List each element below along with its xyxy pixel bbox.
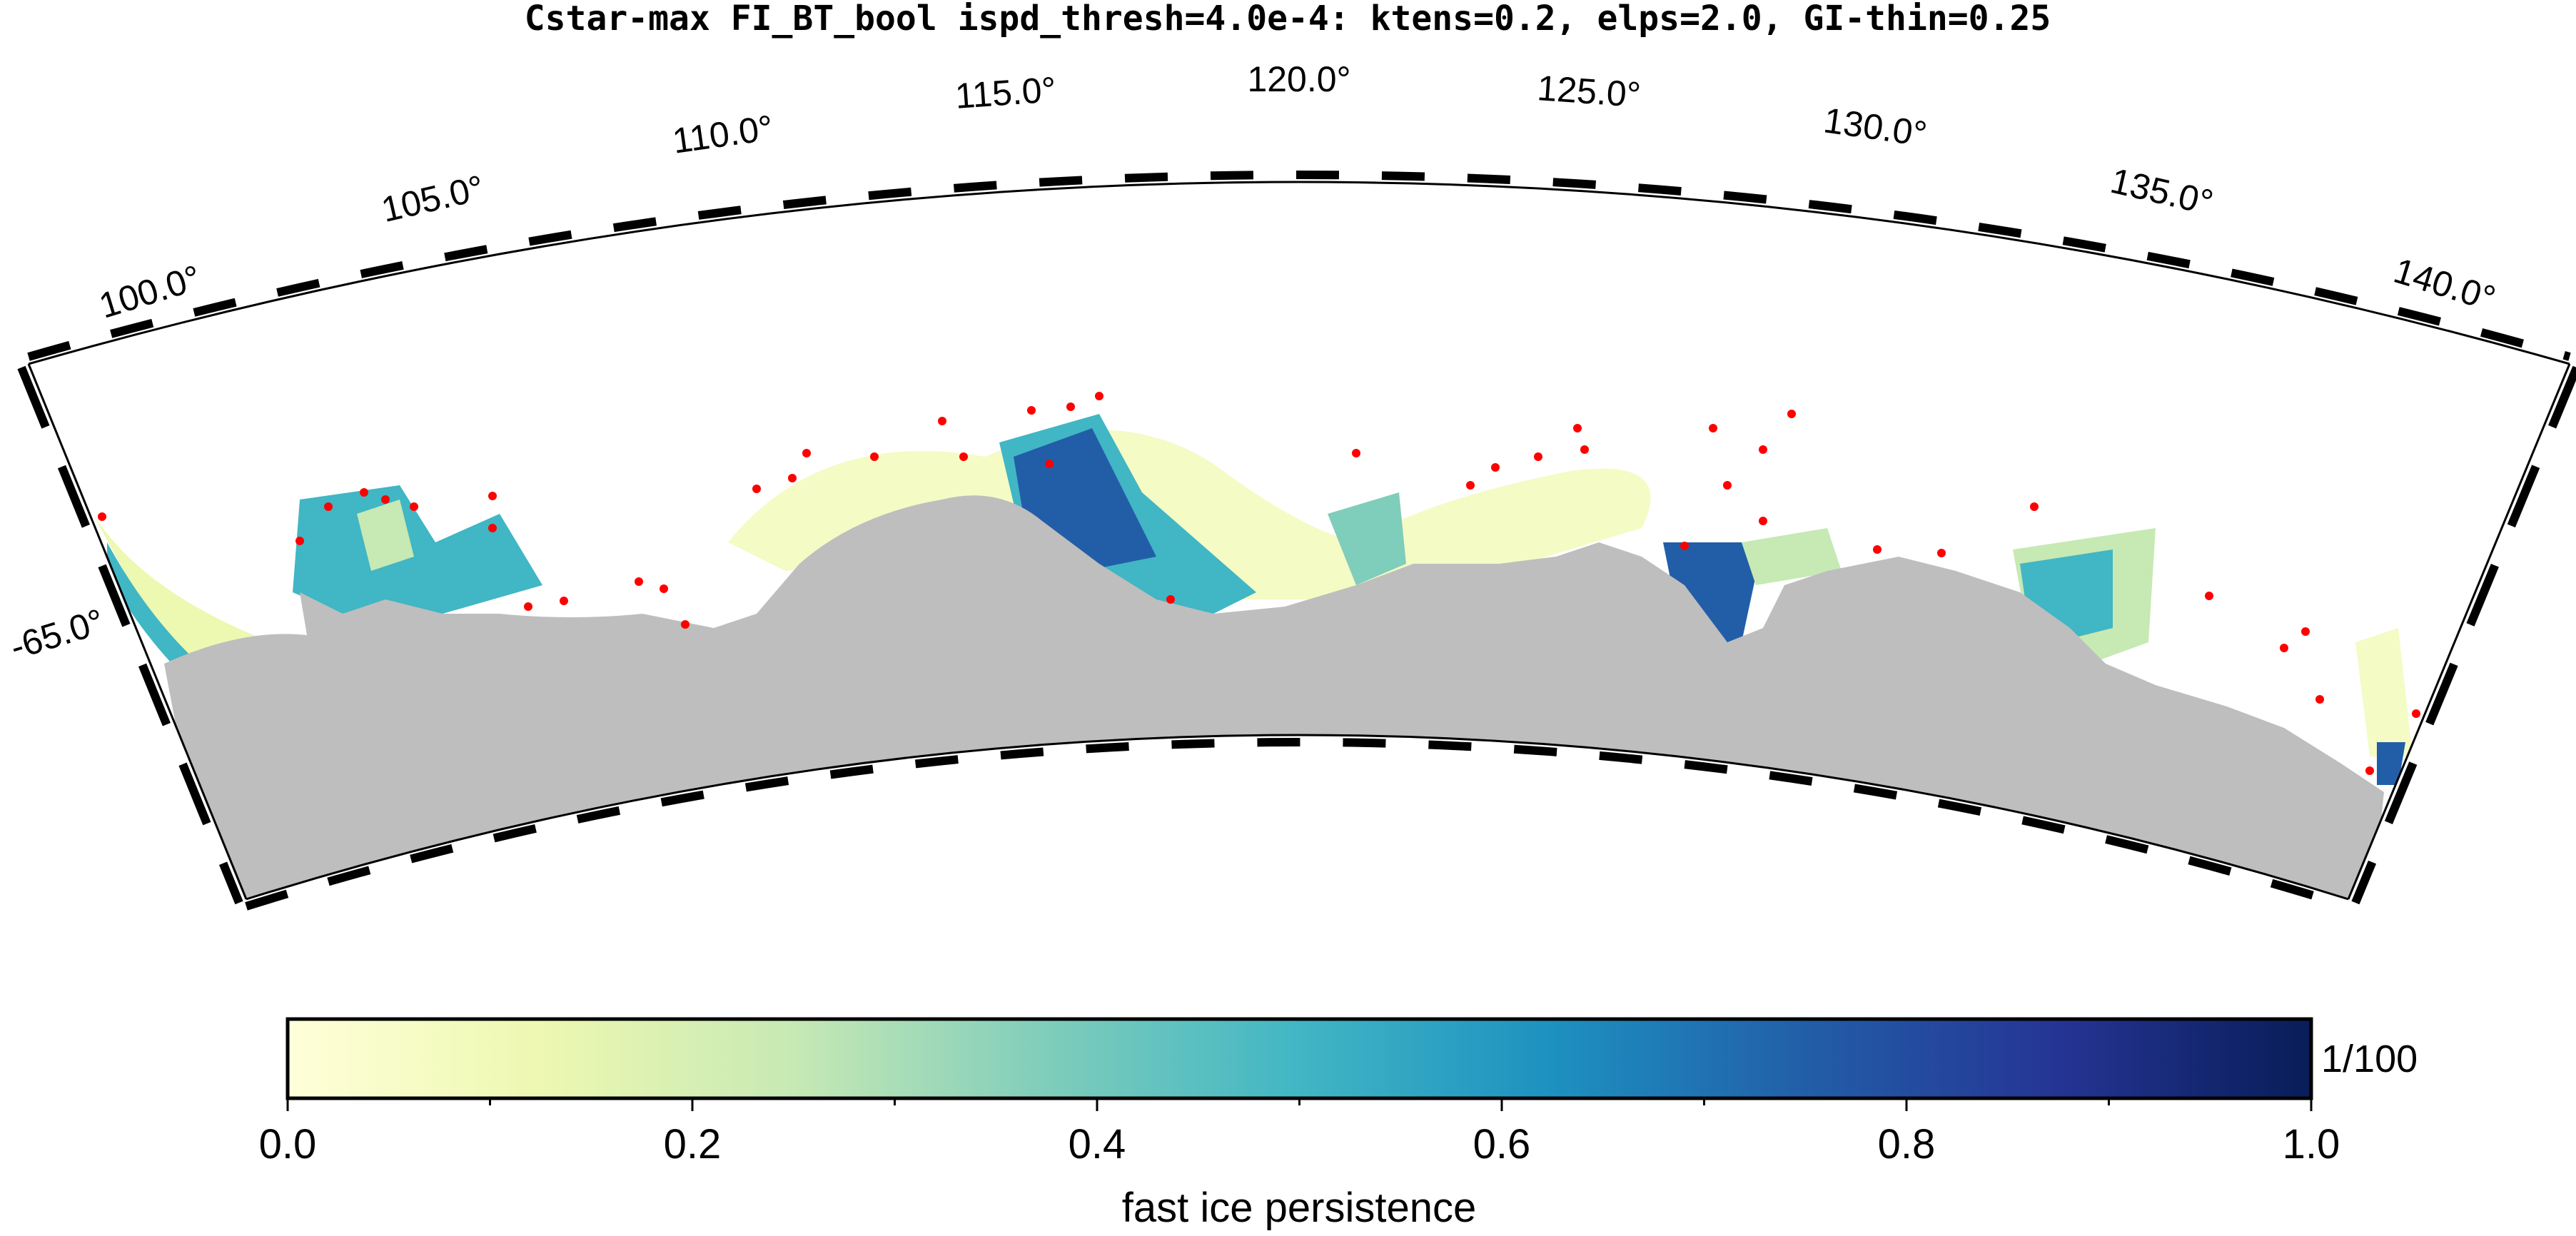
lon-label-130: 130.0° (1822, 100, 1930, 154)
figure-title: Cstar-max FI_BT_bool ispd_thresh=4.0e-4:… (525, 0, 2051, 39)
lon-label-105: 105.0° (378, 168, 488, 230)
colorbar-tick-label: 0.8 (1878, 1121, 1936, 1167)
lat-label-65: -65.0° (6, 601, 108, 667)
colorbar-gradient (286, 1017, 2313, 1100)
colorbar-tick-label: 1.0 (2283, 1121, 2340, 1167)
colorbar-tick-labels: 0.0 0.2 0.4 0.6 0.8 1.0 (259, 1121, 2340, 1167)
lon-label-110: 110.0° (670, 108, 776, 161)
colorbar-tick-label: 0.2 (664, 1121, 722, 1167)
fast-ice-region (1328, 492, 1406, 585)
fast-ice-region (2377, 742, 2405, 785)
lon-label-120: 120.0° (1247, 59, 1350, 99)
fast-ice-region (2355, 628, 2413, 756)
colorbar: 0.0 0.2 0.4 0.6 0.8 1.0 1/100 fast ice persis… (259, 1017, 2418, 1231)
colorbar-ticks (286, 1098, 2313, 1111)
colorbar-unit: 1/100 (2321, 1038, 2418, 1080)
grounded-iceberg-markers (98, 392, 2420, 775)
longitude-labels: 100.0° 105.0° 110.0° 115.0° 120.0° 125.0… (94, 59, 2500, 326)
lon-label-115: 115.0° (954, 69, 1057, 116)
lon-label-125: 125.0° (1536, 68, 1642, 115)
fast-ice-region (1742, 528, 1842, 585)
colorbar-label: fast ice persistence (1122, 1185, 1476, 1231)
colorbar-tick-label: 0.0 (259, 1121, 317, 1167)
map-frame (17, 171, 2576, 911)
colorbar-tick-label: 0.6 (1473, 1121, 1531, 1167)
fast-ice-region (357, 500, 414, 571)
colorbar-tick-label: 0.4 (1069, 1121, 1126, 1167)
fast-ice-region (293, 485, 542, 614)
fast-ice-region (93, 514, 271, 671)
lon-label-100: 100.0° (94, 258, 205, 326)
lon-label-135: 135.0° (2107, 161, 2217, 223)
lon-label-140: 140.0° (2389, 250, 2500, 319)
